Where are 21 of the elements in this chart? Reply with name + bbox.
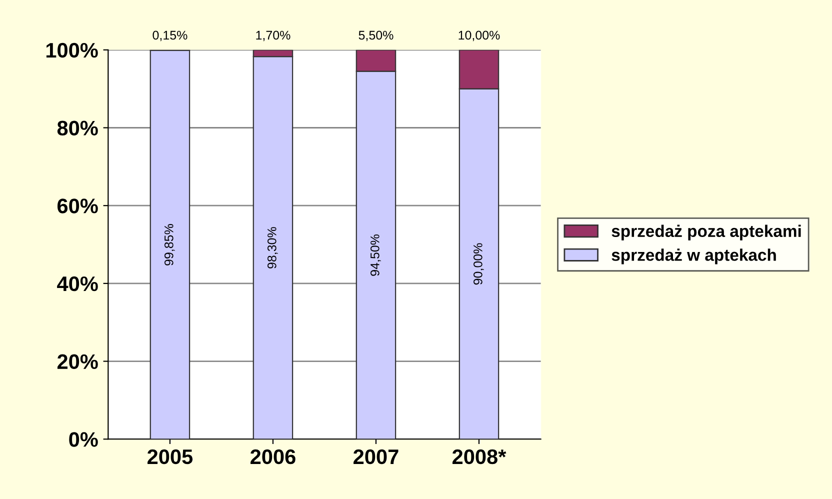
y-tick-label: 40% <box>57 276 98 292</box>
data-label: 98,30% <box>267 227 278 268</box>
x-tick-label: 2005 <box>148 449 193 464</box>
y-tick-label: 60% <box>58 198 98 214</box>
legend-label: sprzedaż w aptekach <box>612 248 776 264</box>
legend-label: sprzedaż poza aptekami <box>612 224 801 240</box>
data-label: 99,85% <box>164 224 175 266</box>
data-label: 10,00% <box>458 30 500 42</box>
y-tick-label: 100% <box>46 42 98 58</box>
data-label: 94,50% <box>370 234 381 276</box>
y-tick-label: 20% <box>57 354 98 370</box>
y-tick-label: 0% <box>69 432 98 447</box>
data-label: 1,70% <box>256 30 290 42</box>
data-label: 0,15% <box>152 30 188 42</box>
x-tick-label: 2006 <box>250 449 296 464</box>
data-label: 5,50% <box>358 30 394 42</box>
x-tick-label: 2008* <box>452 449 506 464</box>
data-label: 90,00% <box>474 243 484 285</box>
y-tick-label: 80% <box>57 120 98 136</box>
bar <box>150 50 190 440</box>
x-tick-label: 2007 <box>354 449 398 464</box>
